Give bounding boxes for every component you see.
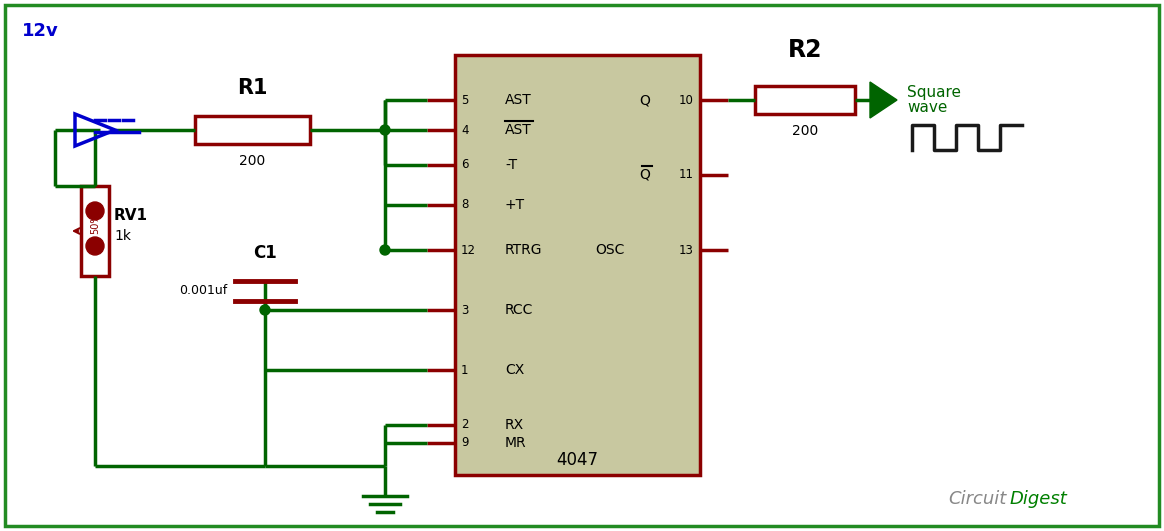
Text: 12: 12 bbox=[461, 244, 476, 256]
Bar bbox=[755, 86, 856, 114]
Text: 8: 8 bbox=[461, 199, 468, 211]
Text: RV1: RV1 bbox=[114, 209, 148, 224]
Circle shape bbox=[86, 237, 104, 255]
Text: 10: 10 bbox=[679, 93, 694, 107]
Text: 4047: 4047 bbox=[556, 451, 598, 469]
Text: 1: 1 bbox=[461, 364, 468, 376]
Text: 13: 13 bbox=[679, 244, 694, 256]
Text: 2: 2 bbox=[461, 418, 468, 432]
Text: Digest: Digest bbox=[1010, 490, 1067, 508]
Text: MR: MR bbox=[505, 436, 526, 450]
Circle shape bbox=[379, 245, 390, 255]
Text: 11: 11 bbox=[679, 168, 694, 182]
Text: 200: 200 bbox=[240, 154, 265, 168]
Text: 6: 6 bbox=[461, 158, 468, 172]
Text: CX: CX bbox=[505, 363, 524, 377]
Text: +T: +T bbox=[505, 198, 525, 212]
Polygon shape bbox=[870, 82, 897, 118]
Circle shape bbox=[379, 125, 390, 135]
Text: 9: 9 bbox=[461, 436, 468, 450]
Text: R2: R2 bbox=[788, 38, 822, 62]
Text: C1: C1 bbox=[253, 244, 277, 262]
Text: 5: 5 bbox=[461, 93, 468, 107]
Text: wave: wave bbox=[907, 100, 947, 116]
Bar bbox=[196, 116, 310, 144]
Circle shape bbox=[260, 305, 270, 315]
Circle shape bbox=[86, 202, 104, 220]
Text: AST: AST bbox=[505, 123, 532, 137]
Text: -T: -T bbox=[505, 158, 517, 172]
Text: 50%: 50% bbox=[90, 212, 100, 234]
Text: Square: Square bbox=[907, 84, 961, 99]
Text: Q: Q bbox=[639, 168, 650, 182]
Text: 4: 4 bbox=[461, 124, 468, 136]
Text: RTRG: RTRG bbox=[505, 243, 542, 257]
Text: OSC: OSC bbox=[596, 243, 625, 257]
Text: 3: 3 bbox=[461, 304, 468, 316]
Text: R1: R1 bbox=[237, 78, 268, 98]
Text: AST: AST bbox=[505, 93, 532, 107]
Text: 0.001uf: 0.001uf bbox=[179, 285, 227, 297]
Text: 12v: 12v bbox=[22, 22, 58, 40]
Text: Q: Q bbox=[639, 93, 650, 107]
Text: RX: RX bbox=[505, 418, 524, 432]
Text: 200: 200 bbox=[792, 124, 818, 138]
Bar bbox=[455, 55, 700, 475]
Text: Circuit: Circuit bbox=[947, 490, 1006, 508]
Text: 1k: 1k bbox=[114, 229, 132, 243]
Bar bbox=[81, 186, 109, 276]
Text: RCC: RCC bbox=[505, 303, 533, 317]
